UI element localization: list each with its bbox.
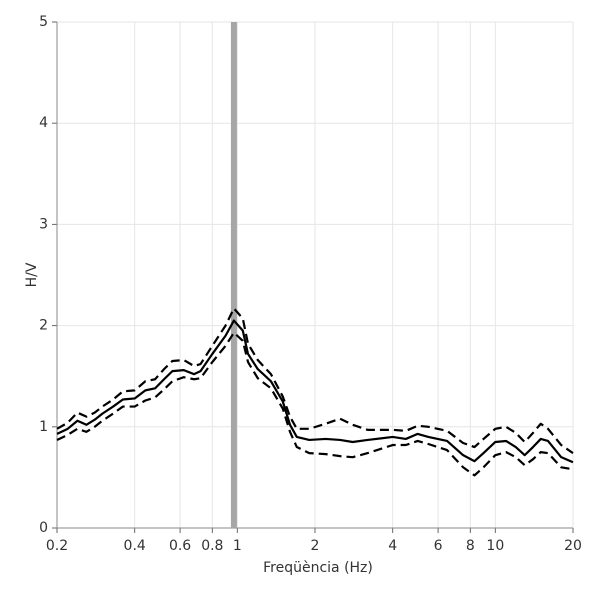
x-tick-label: 0.4 (124, 538, 146, 554)
x-axis-label: Freqüència (Hz) (263, 560, 373, 576)
x-tick-label: 1 (233, 538, 242, 554)
dashed-line (56, 331, 574, 477)
x-tick-label: 10 (486, 538, 504, 554)
y-tick-label: 0 (39, 520, 48, 536)
x-tick-label: 6 (434, 538, 443, 554)
x-tick-label: 0.8 (201, 538, 223, 554)
y-axis-label: H/V (24, 262, 40, 287)
x-tick-label: 0.6 (169, 538, 191, 554)
mean-line (56, 319, 574, 464)
y-tick-label: 2 (39, 318, 48, 334)
x-tick-label: 8 (466, 538, 475, 554)
y-tick-label: 4 (39, 115, 48, 131)
dashed-line (56, 307, 574, 455)
x-tick-label: 0.2 (46, 538, 68, 554)
x-tick-label: 2 (311, 538, 320, 554)
y-tick-label: 1 (39, 419, 48, 435)
x-tick-label: 4 (388, 538, 397, 554)
y-tick-label: 5 (39, 14, 48, 30)
x-tick-label: 20 (564, 538, 582, 554)
y-tick-label: 3 (39, 216, 48, 232)
